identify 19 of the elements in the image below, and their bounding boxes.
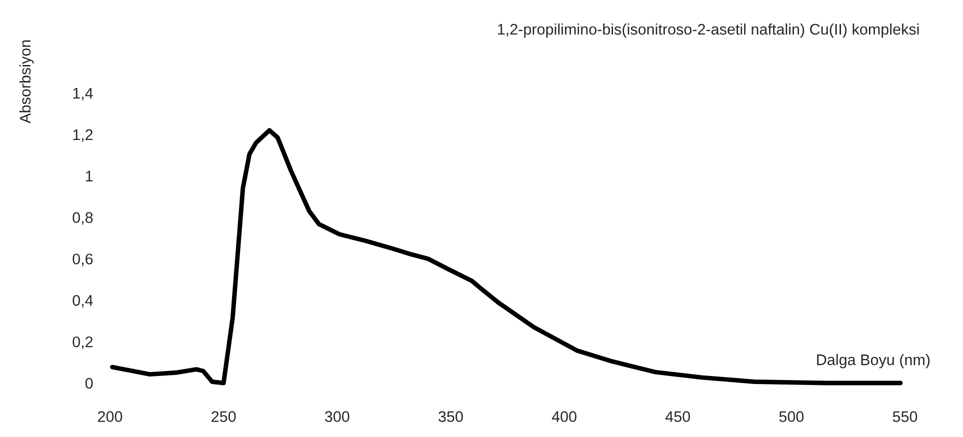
x-axis-title: Dalga Boyu (nm) (817, 354, 930, 368)
y-tick-label: 1 (86, 170, 93, 182)
x-tick-label: 550 (892, 411, 918, 422)
y-tick-label: 0,8 (72, 212, 93, 225)
x-tick-label: 350 (438, 411, 463, 422)
x-tick-label: 300 (324, 411, 350, 422)
x-tick-label: 200 (98, 411, 122, 422)
y-tick-label: 1,2 (73, 129, 93, 142)
y-tick-label: 0,2 (72, 336, 93, 350)
x-tick-label: 400 (552, 411, 576, 422)
y-tick-label: 0 (85, 378, 93, 389)
chart-title: 1,2-propilimino-bis(isonitroso-2-asetil naftalin) Cu(II) kompleksi (498, 23, 919, 38)
x-tick-label: 450 (665, 411, 690, 422)
y-axis-title: Absorbsiyon (19, 40, 34, 124)
x-tick-label: 500 (779, 411, 804, 422)
y-tick-label: 1,4 (73, 88, 93, 100)
y-tick-label: 0,4 (72, 295, 93, 308)
x-tick-label: 250 (212, 411, 236, 422)
y-tick-label: 0,6 (72, 254, 93, 266)
